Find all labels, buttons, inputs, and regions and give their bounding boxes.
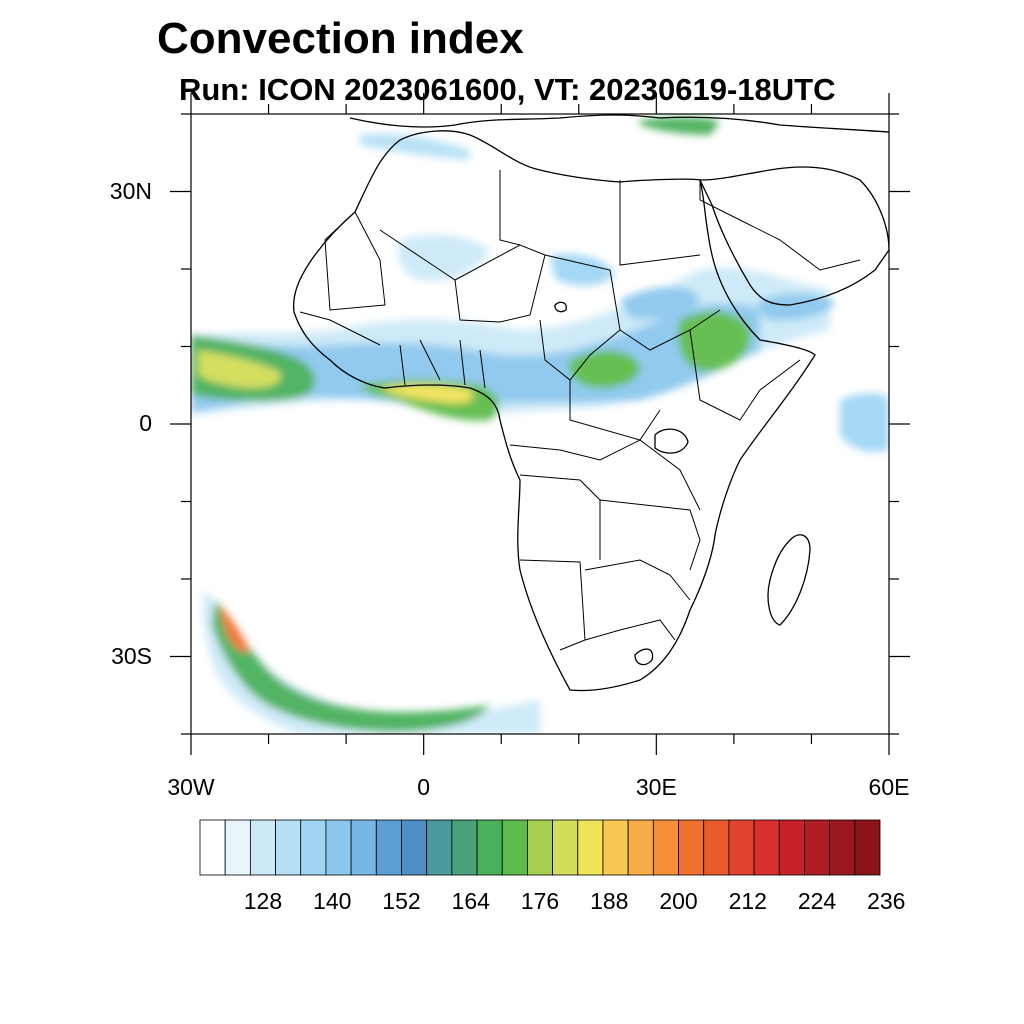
yemen-cell: [758, 293, 835, 321]
colorbar-label: 128: [243, 888, 283, 914]
convection-field: [191, 117, 889, 734]
lat-label: 30S: [111, 642, 152, 669]
colorbar-swatch: [426, 819, 453, 876]
lat-label: 0: [139, 410, 152, 436]
lon-label: 0: [417, 774, 431, 800]
map-title: Convection index: [157, 14, 524, 63]
colorbar-swatch: [300, 819, 327, 876]
colorbar-swatch: [753, 819, 780, 876]
colorbar-swatch: [829, 819, 856, 876]
colorbar-label: 152: [382, 888, 421, 914]
colorbar-swatch: [501, 819, 528, 876]
lon-label: 60E: [868, 774, 910, 800]
lat-label: 30N: [109, 177, 152, 204]
arabia-coastline: [698, 166, 889, 306]
lesotho: [634, 648, 654, 666]
lon-label: 30E: [635, 774, 677, 800]
colorbar-label: 200: [659, 888, 698, 914]
colorbar-swatch: [728, 819, 755, 876]
colorbar-swatch: [652, 819, 679, 876]
colorbar-swatch: [224, 819, 251, 876]
colorbar-label: 140: [313, 888, 352, 914]
map-frame: [190, 113, 890, 735]
colorbar-swatch: [199, 819, 226, 876]
colorbar-swatch: [375, 819, 402, 876]
colorbar: [199, 819, 881, 876]
colorbar-swatch: [552, 819, 579, 876]
southern-front-core: [220, 605, 250, 652]
colorbar-swatch: [401, 819, 428, 876]
colorbar-swatch: [350, 819, 377, 876]
colorbar-swatch: [678, 819, 705, 876]
southern-front: [212, 600, 490, 732]
colorbar-swatch: [703, 819, 730, 876]
colorbar-swatch: [451, 819, 478, 876]
colorbar-label: 236: [867, 888, 906, 914]
ethiopia-cell: [677, 311, 751, 372]
lake-victoria: [654, 428, 689, 454]
map-subtitle: Run: ICON 2023061600, VT: 20230619-18UTC: [179, 72, 836, 107]
atlantic-cell-core: [198, 350, 281, 389]
africa-coastline: [292, 130, 816, 692]
colorbar-swatch: [602, 819, 629, 876]
colorbar-label: 212: [728, 888, 767, 914]
colorbar-swatch: [527, 819, 553, 876]
colorbar-swatch: [778, 819, 805, 876]
indian-ocean-cell: [840, 393, 889, 452]
coastlines: [292, 114, 889, 692]
country-borders: [299, 170, 861, 651]
colorbar-swatch: [854, 819, 881, 876]
colorbar-swatch: [577, 819, 604, 876]
colorbar-swatch: [627, 819, 654, 876]
colorbar-label: 188: [590, 888, 629, 914]
madagascar-coastline: [767, 534, 811, 626]
colorbar-swatch: [275, 819, 302, 876]
colorbar-swatch: [249, 819, 276, 876]
lon-label: 30W: [167, 774, 215, 800]
europe-coastline: [349, 114, 889, 133]
colorbar-label: 164: [451, 888, 490, 914]
axis-ticks: [170, 93, 910, 755]
colorbar-swatch: [476, 819, 503, 876]
colorbar-swatch: [325, 819, 352, 876]
med-cells: [360, 133, 470, 160]
colorbar-label: 176: [520, 888, 560, 914]
colorbar-label: 224: [797, 888, 837, 914]
guinea-cell-core: [380, 384, 474, 404]
colorbar-swatch: [804, 819, 831, 876]
